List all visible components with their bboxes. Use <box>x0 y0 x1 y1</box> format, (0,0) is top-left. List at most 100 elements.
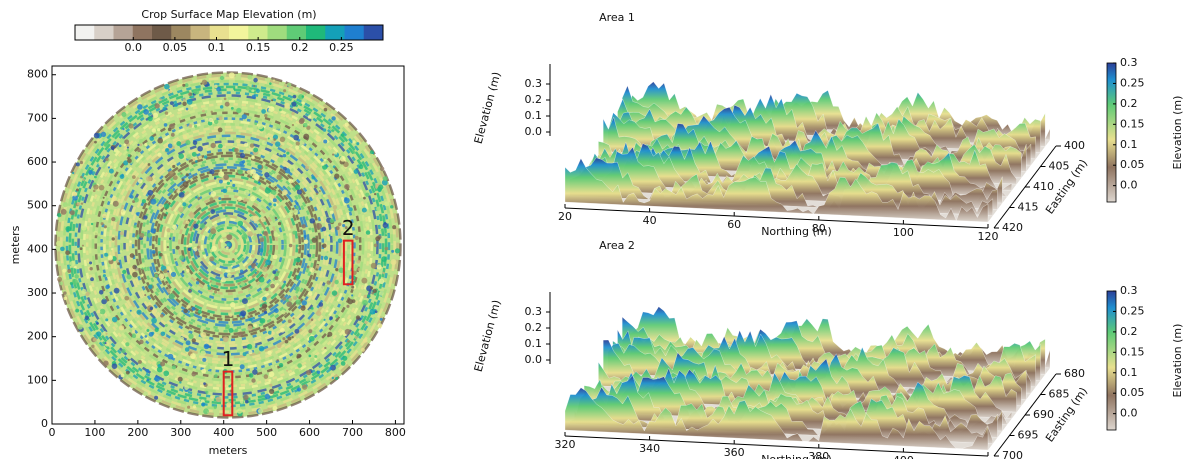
map-speck <box>261 109 266 114</box>
x-tick-label: 400 <box>213 426 234 439</box>
map-speck <box>287 319 292 324</box>
map-speck <box>247 325 253 331</box>
map-speck <box>335 314 339 319</box>
map-speck <box>264 113 268 118</box>
map-speck <box>119 174 125 179</box>
map-speck <box>79 160 84 165</box>
map-speck <box>334 151 338 155</box>
map-ring <box>71 88 385 402</box>
map-speck <box>82 178 85 181</box>
map-speck <box>226 241 232 247</box>
map-speck <box>96 331 102 337</box>
map-ring <box>65 82 391 408</box>
z-axis-label: Elevation (m) <box>472 299 504 374</box>
map-speck <box>96 309 101 314</box>
map-speck <box>241 160 246 164</box>
colorbar-swatch <box>325 25 345 40</box>
map-speck <box>120 373 125 378</box>
map-speck <box>160 361 166 367</box>
map-speck <box>297 363 302 368</box>
map-speck <box>329 316 333 320</box>
map-speck <box>375 236 381 242</box>
map-speck <box>383 221 387 225</box>
x-tick-label: 0 <box>49 426 56 439</box>
map-speck <box>276 174 282 180</box>
map-speck <box>230 265 233 268</box>
map-speck <box>253 84 256 87</box>
map-speck <box>205 390 209 394</box>
map-speck <box>323 318 326 321</box>
map-speck <box>119 250 123 253</box>
map-speck <box>284 102 291 109</box>
map-speck <box>210 209 216 214</box>
map-speck <box>174 130 180 136</box>
map-speck <box>248 275 253 280</box>
map-speck <box>159 327 166 333</box>
map-speck <box>257 408 263 414</box>
y-tick-label: 700 <box>1002 449 1023 459</box>
y-tick-label: 600 <box>27 155 48 168</box>
map-speck <box>234 147 239 153</box>
map-ring <box>177 194 279 296</box>
y-tick-label: 680 <box>1064 367 1085 380</box>
colorbar-swatch <box>229 25 249 40</box>
map-speck <box>298 118 305 125</box>
map-speck <box>271 230 274 234</box>
map-speck <box>126 146 129 149</box>
map-speck <box>282 296 287 301</box>
colorbar-label: Elevation (m) <box>1171 324 1184 398</box>
map-speck <box>302 122 308 128</box>
colorbar-swatch <box>190 25 211 40</box>
z-tick-label: 0.3 <box>525 305 543 318</box>
y-tick-label: 100 <box>27 373 48 386</box>
map-speck <box>154 395 159 400</box>
map-speck <box>178 153 184 159</box>
map-speck <box>137 148 141 153</box>
map-speck <box>250 196 256 202</box>
map-speck <box>385 232 388 235</box>
map-speck <box>180 172 183 175</box>
map-speck <box>325 310 329 313</box>
map-speck <box>104 342 107 345</box>
map-speck <box>139 232 145 238</box>
map-speck <box>265 131 269 134</box>
map-speck <box>196 245 200 249</box>
map-speck <box>137 104 143 110</box>
map-speck <box>348 207 353 212</box>
map-speck <box>182 268 186 271</box>
map-speck <box>105 332 108 335</box>
map-speck <box>216 86 222 92</box>
map-speck <box>199 223 206 229</box>
map-speck <box>250 176 253 179</box>
map-speck <box>122 127 125 131</box>
map-speck <box>261 140 268 146</box>
x-tick-label: 700 <box>342 426 363 439</box>
map-speck <box>369 253 372 256</box>
map-speck <box>361 277 368 284</box>
map-speck <box>228 384 232 388</box>
map-speck <box>191 151 197 157</box>
map-speck <box>132 264 137 270</box>
z-tick-label: 0.3 <box>525 77 543 90</box>
x-tick-label: 400 <box>893 454 914 459</box>
map-speck <box>192 174 195 177</box>
map-speck <box>306 346 310 350</box>
map-speck <box>344 122 349 127</box>
map-speck <box>168 188 174 194</box>
map-speck <box>239 364 245 370</box>
map-speck <box>247 74 253 80</box>
map-speck <box>257 123 264 130</box>
map-speck <box>308 230 313 235</box>
map-speck <box>152 361 157 366</box>
map-speck <box>242 352 247 357</box>
y-tick-label: 415 <box>1018 201 1039 214</box>
map-speck <box>273 138 276 141</box>
map-speck <box>187 247 192 252</box>
map-speck <box>245 85 251 91</box>
map-speck <box>246 169 252 175</box>
map-speck <box>185 268 190 273</box>
map-speck <box>195 196 198 199</box>
map-speck <box>257 164 262 170</box>
map-speck <box>334 279 339 285</box>
map-speck <box>301 130 304 133</box>
